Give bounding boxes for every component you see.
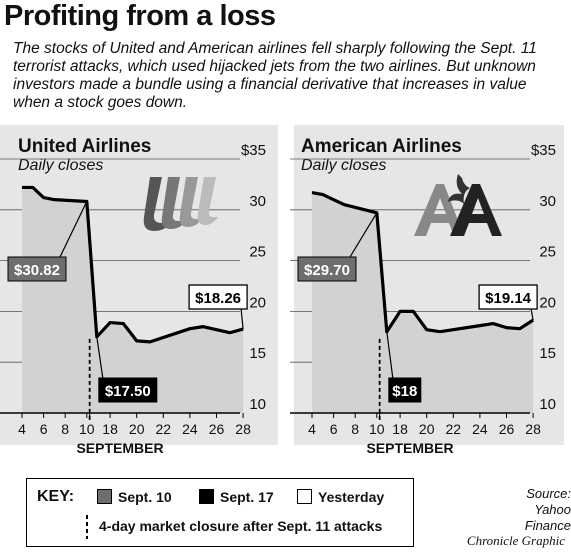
- key-label: KEY:: [37, 488, 75, 505]
- united-x-tick-label: 6: [40, 421, 48, 437]
- united-x-tick-label: 20: [129, 421, 145, 437]
- key-dashed-line-icon: [86, 515, 88, 539]
- united-label-sept17-box: [98, 377, 158, 403]
- key-closure-text: 4-day market closure after Sept. 11 atta…: [99, 518, 383, 534]
- american-x-axis-label: SEPTEMBER: [366, 440, 453, 456]
- american-x-tick-label: 28: [525, 421, 541, 437]
- american-x-tick-label: 18: [392, 421, 408, 437]
- american-x-tick-label: 4: [308, 421, 316, 437]
- source-label: Source:: [526, 486, 571, 501]
- united-x-tick-label: 4: [18, 421, 26, 437]
- key-item-sept17-label: Sept. 17: [220, 489, 274, 505]
- american-label-sept10-pointer: [349, 212, 378, 258]
- american-label-yesterday-pointer: [530, 308, 534, 321]
- american-x-tick-label: 26: [499, 421, 515, 437]
- key-item-yesterday-label: Yesterday: [318, 489, 385, 505]
- american-y-tick-label: 10: [539, 396, 556, 413]
- united-logo-icon: [143, 177, 218, 231]
- united-y-tick-label: 30: [249, 193, 266, 210]
- american-y-tick-label: 30: [539, 193, 556, 210]
- source-note: Source: Yahoo Finance: [488, 486, 571, 534]
- united-label-sept10-pointer: [59, 201, 88, 258]
- key-item-yesterday: Yesterday: [297, 489, 384, 505]
- united-x-tick-label: 24: [182, 421, 198, 437]
- united-x-tick-label: 22: [156, 421, 172, 437]
- american-label-sept17-pointer: [386, 331, 394, 379]
- american-y-tick-label: 15: [539, 345, 556, 362]
- american-y-tick-label: $35: [531, 142, 556, 159]
- united-area: [22, 187, 244, 413]
- united-x-tick-label: 18: [102, 421, 118, 437]
- american-x-tick-label: 24: [472, 421, 488, 437]
- american-label-sept17: $18: [392, 383, 417, 400]
- page-title: Profiting from a loss: [4, 0, 276, 32]
- united-x-axis-label: SEPTEMBER: [76, 440, 163, 456]
- united-y-tick-label: 15: [249, 345, 266, 362]
- united-label-yesterday-pointer: [240, 308, 244, 330]
- united-label-sept17-pointer: [96, 336, 104, 379]
- american-x-tick-label: 20: [419, 421, 435, 437]
- united-x-tick-label: 8: [61, 421, 69, 437]
- united-label-sept10-box: [7, 256, 67, 282]
- united-chart: $35 30 25 20 15 10 4 6 8 10 18 20 22 24 26 28 SEPTEMBER $…: [0, 142, 266, 456]
- intro-text: The stocks of United and American airlin…: [13, 40, 537, 111]
- united-label-sept17: $17.50: [105, 383, 151, 400]
- source-name: Yahoo Finance: [524, 502, 571, 533]
- american-x-tick-label: 8: [351, 421, 359, 437]
- american-x-tick-label: 22: [446, 421, 462, 437]
- united-label-yesterday-box: [188, 284, 248, 310]
- united-y-tick-label: 20: [249, 294, 266, 311]
- key-swatch-yesterday: [297, 489, 312, 504]
- american-label-sept10-box: [297, 256, 357, 282]
- united-label-sept10: $30.82: [14, 262, 60, 279]
- united-y-tick-label: 25: [249, 244, 266, 261]
- united-y-tick-label: $35: [241, 142, 266, 159]
- key-item-sept17: Sept. 17: [199, 489, 274, 505]
- united-x-tick-label: 28: [235, 421, 251, 437]
- united-chart-title: United Airlines: [18, 136, 152, 157]
- key-legend: KEY: Sept. 10 Sept. 17 Yesterday 4-day m…: [26, 478, 414, 547]
- key-item-sept10-label: Sept. 10: [118, 489, 172, 505]
- american-y-tick-label: 20: [539, 294, 556, 311]
- key-swatch-sept17: [199, 489, 214, 504]
- key-swatch-sept10: [97, 489, 112, 504]
- american-label-sept17-box: [388, 377, 422, 403]
- american-label-sept10: $29.70: [304, 262, 350, 279]
- american-y-tick-label: 25: [539, 244, 556, 261]
- american-area: [312, 192, 534, 413]
- american-x-tick-label: 10: [369, 421, 385, 437]
- american-logo-icon: [414, 174, 502, 236]
- united-x-tick-label: 26: [209, 421, 225, 437]
- united-y-tick-label: 10: [249, 396, 266, 413]
- american-chart: $35 30 25 20 15 10 4 6 8 10 18 20 22 24 26 28 SEPTEMBER $…: [290, 142, 556, 456]
- american-chart-title: American Airlines: [301, 136, 462, 157]
- american-chart-subtitle: Daily closes: [301, 157, 387, 174]
- american-series-line: [311, 190, 534, 334]
- american-label-yesterday-box: [478, 284, 538, 310]
- credit: Chronicle Graphic: [466, 533, 565, 548]
- american-x-tick-label: 6: [330, 421, 338, 437]
- key-item-sept10: Sept. 10: [97, 489, 172, 505]
- american-label-yesterday: $19.14: [485, 290, 532, 307]
- united-x-tick-label: 10: [79, 421, 95, 437]
- united-series-line: [22, 185, 244, 344]
- united-chart-subtitle: Daily closes: [18, 157, 104, 174]
- united-label-yesterday: $18.26: [195, 290, 241, 307]
